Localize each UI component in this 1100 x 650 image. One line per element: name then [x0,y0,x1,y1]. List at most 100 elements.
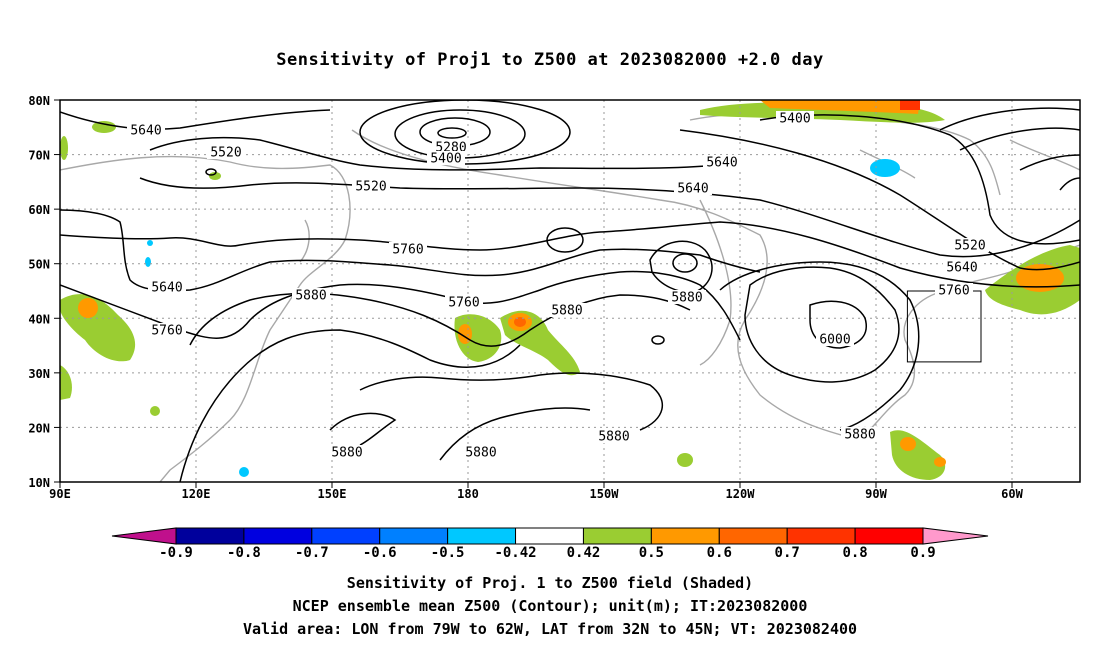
contour-label: 5760 [151,324,182,339]
lat-label: 20N [28,421,50,435]
colorbar-swatch [243,527,313,545]
contour-label: 5520 [355,180,386,195]
lon-label: 90W [865,487,887,501]
lon-label: 150W [590,487,620,501]
contour-label: 5640 [130,124,161,139]
contour-label-bg [445,295,483,309]
contour-label: 5880 [551,304,582,319]
contour-label-bg [127,123,165,137]
contour-label: 5880 [598,430,629,445]
contour-label-bg [462,445,500,459]
colorbar-swatch [379,527,449,545]
positive-sensitivity-shading [60,100,1080,480]
contour-label: 5760 [392,243,423,258]
colorbar-swatch [447,527,517,545]
lon-label: 60W [1001,487,1023,501]
contour-label-bg [595,429,633,443]
contour-label: 5880 [465,446,496,461]
contour-label-bg [207,145,245,159]
colorbar-label: 0.42 [567,545,601,561]
contour-label-bg [548,303,586,317]
contour-label: 5760 [938,284,969,299]
contour-label-bg [292,288,330,302]
contour-label: 5640 [677,182,708,197]
contour-label: 5880 [295,289,326,304]
lon-label: 180 [457,487,479,501]
contour-label-bg [816,332,854,346]
colorbar-max-triangle [922,527,989,545]
contour-label-bg [389,242,427,256]
colorbar-swatch [175,527,245,545]
contour-label: 5760 [448,296,479,311]
contour-label: 5400 [430,152,461,167]
map-title: Sensitivity of Proj1 to Z500 at 20230820… [276,50,824,70]
contour-label: 5400 [779,112,810,127]
contour-label-bg [148,280,186,294]
lon-label: 150E [318,487,347,501]
lat-label: 80N [28,94,50,108]
contour-label: 5880 [331,446,362,461]
lon-label: 120W [726,487,756,501]
colorbar-label: -0.9 [159,545,193,561]
colorbar-swatch [515,527,584,545]
latitude-labels: 80N 70N 60N 50N 40N 30N 20N 10N [28,94,60,490]
colorbar-label: -0.7 [295,545,329,561]
contour-label-bg [668,290,706,304]
contour-label: 5640 [946,261,977,276]
colorbar-label: -0.5 [431,545,465,561]
contour-label-bg [841,427,879,441]
colorbar-swatch [786,527,856,545]
contour-label-bg [943,260,981,274]
contour-label-bg [703,155,741,169]
contour-label: 5880 [671,291,702,306]
contour-label: 5640 [151,281,182,296]
colorbar: -0.9 -0.8 -0.7 -0.6 -0.5 -0.42 0.42 0.5 0.6 0.7 0.… [111,527,989,561]
colorbar-swatch [311,527,381,545]
colorbar-swatch [718,527,788,545]
contour-label: 5520 [210,146,241,161]
colorbar-swatch [854,527,924,545]
contour-label-bg [674,181,712,195]
z500-contours [60,100,1080,482]
lon-label: 120E [182,487,211,501]
map-plot-area [60,100,1080,482]
contour-label: 5520 [954,239,985,254]
colorbar-label: 0.5 [639,545,664,561]
colorbar-label: -0.42 [494,545,536,561]
lat-label: 30N [28,367,50,381]
colorbar-label: 0.6 [707,545,732,561]
lat-label: 10N [28,476,50,490]
lat-label: 60N [28,203,50,217]
lon-label: 90E [49,487,71,501]
contour-label: 5880 [844,428,875,443]
contour-label-bg [935,283,973,297]
negative-sensitivity-shading [145,159,900,477]
lat-label: 70N [28,149,50,163]
colorbar-label: 0.8 [842,545,867,561]
lat-label: 50N [28,258,50,272]
contour-label-bg [427,151,465,165]
caption-line-2: NCEP ensemble mean Z500 (Contour); unit(… [292,597,808,615]
colorbar-swatch [582,527,652,545]
caption-line-1: Sensitivity of Proj. 1 to Z500 field (Sh… [346,574,754,592]
colorbar-label: -0.8 [227,545,261,561]
contour-label-bg [328,445,366,459]
contour-label-bg [951,238,989,252]
colorbar-min-triangle [111,527,177,545]
contour-label-bg [148,323,186,337]
colorbar-label: 0.7 [775,545,800,561]
longitude-labels: 90E 120E 150E 180 150W 120W 90W 60W [49,482,1024,501]
contour-label-bg [432,140,470,154]
colorbar-label: 0.9 [910,545,935,561]
contour-label: 5640 [706,156,737,171]
contour-label-bg [352,179,390,193]
contour-label-bg [776,111,814,125]
colorbar-swatch [650,527,720,545]
map-frame [59,99,1081,483]
colorbar-label: -0.6 [363,545,397,561]
contour-label: 6000 [819,333,850,348]
caption-line-3: Valid area: LON from 79W to 62W, LAT fro… [242,620,858,638]
lat-label: 40N [28,312,50,326]
